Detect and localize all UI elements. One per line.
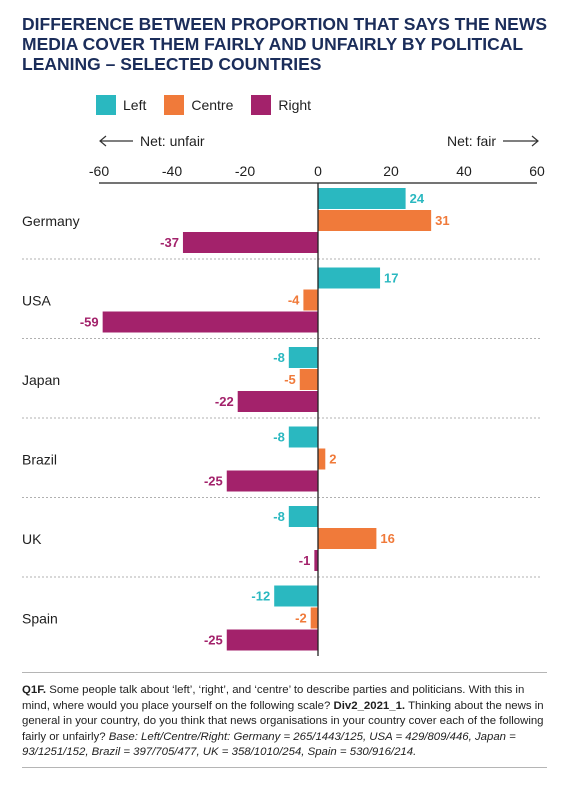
bar-right: [226, 629, 318, 651]
bar-left: [318, 267, 381, 289]
footnote-rule-top: [22, 672, 547, 673]
direction-fair: Net: fair: [447, 133, 539, 149]
bar-centre: [318, 528, 377, 549]
data-label-right: -1: [299, 553, 311, 568]
category-label: UK: [22, 531, 42, 547]
data-label-right: -25: [204, 474, 223, 489]
category-label: Germany: [22, 213, 80, 229]
bars: [102, 188, 432, 651]
legend-swatch-right: [251, 95, 272, 115]
data-label-left: -12: [251, 589, 270, 604]
chart-title: DIFFERENCE BETWEEN PROPORTION THAT SAYS …: [22, 14, 562, 74]
bar-left: [288, 426, 318, 448]
bar-centre: [303, 289, 318, 311]
data-label-left: -8: [273, 350, 285, 365]
data-label-centre: -5: [284, 372, 296, 387]
footnote-base: Base: Left/Centre/Right: Germany = 265/1…: [22, 730, 516, 759]
footnote-question-label: Q1F.: [22, 684, 47, 696]
x-tick-label: 20: [383, 163, 399, 179]
legend-item-right: Right: [251, 95, 311, 115]
data-label-right: -25: [204, 633, 223, 648]
bar-centre: [310, 607, 318, 629]
bar-right: [102, 311, 319, 333]
data-label-left: 17: [384, 271, 398, 286]
bar-chart: Net: unfair Net: fair -60 -40 -20 0 20 40 60 G…: [22, 133, 545, 656]
category-label: Spain: [22, 611, 58, 627]
data-label-centre: 2: [329, 452, 336, 467]
bar-left: [288, 347, 318, 368]
direction-label-unfair: Net: unfair: [140, 133, 205, 149]
x-tick-label: 60: [529, 163, 545, 179]
bar-left: [274, 585, 318, 607]
chart-title-line: MEDIA COVER THEM FAIRLY AND UNFAIRLY BY …: [22, 34, 524, 54]
footnote-question-text: Some people talk about ‘left’, ‘right’, …: [22, 684, 525, 712]
chart-title-line: DIFFERENCE BETWEEN PROPORTION THAT SAYS …: [22, 14, 548, 34]
bar-right: [226, 470, 318, 492]
legend-swatch-left: [96, 95, 116, 115]
direction-unfair: Net: unfair: [99, 133, 205, 149]
x-tick-label: -60: [89, 163, 109, 179]
data-label-left: -8: [273, 509, 285, 524]
bar-right: [237, 391, 318, 412]
bar-right: [314, 550, 318, 571]
data-label-right: -22: [215, 394, 234, 409]
arrow-left-head-icon: [99, 135, 107, 147]
category-label: Brazil: [22, 452, 57, 468]
bar-centre: [318, 448, 326, 470]
legend-label-centre: Centre: [191, 97, 234, 113]
legend-label-left: Left: [123, 97, 147, 113]
data-label-centre: -4: [288, 293, 300, 308]
labels: Germany2431-37USA17-4-59Japan-8-5-22Braz…: [22, 191, 450, 648]
category-label: USA: [22, 293, 51, 309]
x-axis: -60 -40 -20 0 20 40 60: [89, 163, 545, 184]
chart-title-line: LEANING – SELECTED COUNTRIES: [22, 54, 322, 74]
x-tick-label: 40: [456, 163, 472, 179]
data-label-centre: -2: [295, 611, 307, 626]
data-label-right: -37: [160, 235, 179, 250]
row-separators: [22, 258, 540, 578]
bar-right: [182, 232, 318, 253]
x-tick-label: -40: [162, 163, 182, 179]
x-tick-label: 0: [314, 163, 322, 179]
data-label-left: -8: [273, 430, 285, 445]
bar-centre: [318, 210, 432, 231]
footnote: Q1F. Some people talk about ‘left’, ‘rig…: [22, 683, 554, 761]
x-tick-label: -20: [235, 163, 255, 179]
data-label-right: -59: [80, 315, 99, 330]
legend-swatch-centre: [164, 95, 185, 115]
data-label-left: 24: [410, 191, 425, 206]
direction-label-fair: Net: fair: [447, 133, 496, 149]
category-label: Japan: [22, 372, 60, 388]
data-label-centre: 16: [380, 531, 394, 546]
bar-left: [288, 506, 318, 527]
footnote-rule-bottom: [22, 767, 547, 768]
arrow-right-head-icon: [531, 135, 539, 147]
legend-item-centre: Centre: [164, 95, 233, 115]
legend-label-right: Right: [278, 97, 312, 113]
footnote-question-text-2: Thinking about the news in general in yo…: [22, 699, 544, 743]
data-label-centre: 31: [435, 213, 449, 228]
bar-left: [318, 188, 406, 209]
legend-item-left: Left: [96, 95, 146, 115]
chart-legend: Left Centre Right: [96, 94, 329, 116]
footnote-code: Div2_2021_1.: [333, 699, 406, 712]
bar-centre: [299, 369, 318, 390]
